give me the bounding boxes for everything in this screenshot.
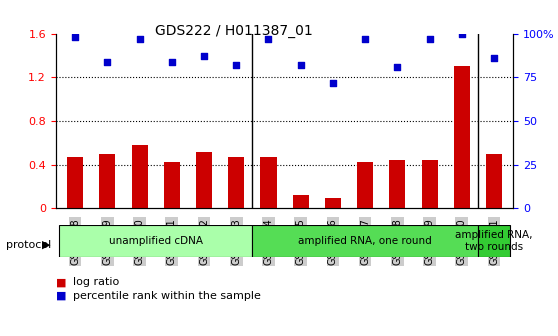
Point: [167, 59, 176, 64]
Bar: [261, 157, 277, 208]
Text: GDS222 / H011387_01: GDS222 / H011387_01: [156, 24, 313, 38]
Point: [71, 34, 80, 40]
Bar: [357, 163, 373, 208]
Point: [425, 36, 434, 42]
Point: [296, 62, 305, 68]
Bar: [292, 195, 309, 208]
Point: [393, 64, 402, 70]
FancyBboxPatch shape: [59, 225, 252, 257]
Bar: [389, 160, 406, 208]
Text: unamplified cDNA: unamplified cDNA: [109, 236, 203, 246]
Point: [329, 80, 338, 85]
Bar: [132, 145, 148, 208]
Point: [489, 55, 498, 61]
Text: amplified RNA, one round: amplified RNA, one round: [299, 236, 432, 246]
Bar: [67, 157, 83, 208]
Bar: [196, 152, 212, 208]
Bar: [99, 154, 116, 208]
FancyBboxPatch shape: [478, 225, 510, 257]
Point: [264, 36, 273, 42]
Point: [360, 36, 369, 42]
Text: amplified RNA,
two rounds: amplified RNA, two rounds: [455, 230, 533, 252]
Bar: [325, 199, 341, 208]
Text: ■: ■: [56, 277, 66, 287]
Text: protocol: protocol: [6, 240, 51, 250]
Bar: [421, 160, 437, 208]
Bar: [454, 66, 470, 208]
Point: [232, 62, 240, 68]
Text: ■: ■: [56, 291, 66, 301]
Text: ▶: ▶: [42, 240, 50, 250]
Text: log ratio: log ratio: [73, 277, 119, 287]
Text: percentile rank within the sample: percentile rank within the sample: [73, 291, 261, 301]
Point: [135, 36, 144, 42]
Point: [458, 31, 466, 36]
FancyBboxPatch shape: [252, 225, 478, 257]
Point: [200, 54, 209, 59]
Point: [103, 59, 112, 64]
Bar: [486, 154, 502, 208]
Bar: [228, 157, 244, 208]
Bar: [163, 163, 180, 208]
